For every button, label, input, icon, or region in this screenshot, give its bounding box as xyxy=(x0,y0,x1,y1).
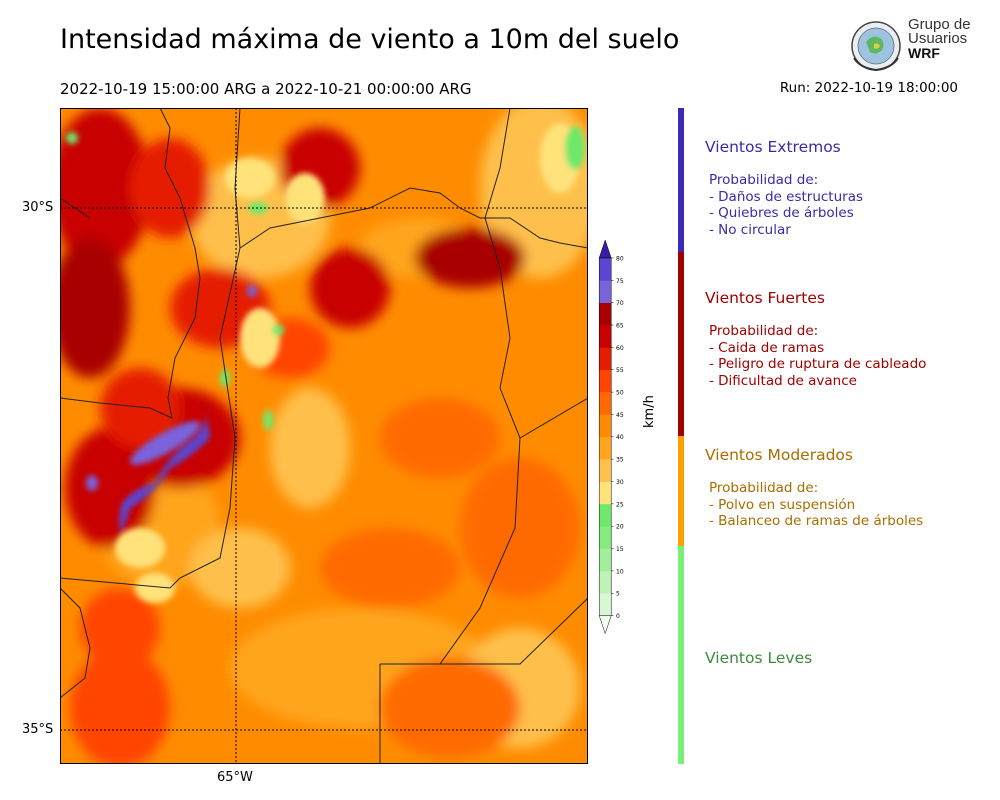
globe-icon xyxy=(851,21,901,72)
colorbar-bin xyxy=(599,258,612,281)
map-title: Intensidad máxima de viento a 10m del su… xyxy=(60,24,680,55)
colorbar-bin xyxy=(599,503,612,527)
category-title-light: Vientos Leves xyxy=(705,649,813,667)
colorbar-tick-label: 80 xyxy=(616,255,624,262)
colorbar-bin xyxy=(599,570,612,594)
run-timestamp: Run: 2022-10-19 18:00:00 xyxy=(779,80,958,96)
colorbar-tick-label: 10 xyxy=(616,568,624,575)
colorbar-bin xyxy=(599,459,612,482)
colorbar-tick-label: 0 xyxy=(616,613,620,620)
wind-field-raster xyxy=(50,98,600,768)
colorbar-tick-label: 70 xyxy=(616,300,624,307)
colorbar-bin xyxy=(599,593,612,616)
colorbar-tick-label: 40 xyxy=(616,434,624,441)
colorbar-tick-label: 45 xyxy=(616,412,624,419)
colorbar-bin xyxy=(599,436,612,460)
colorbar-bin xyxy=(599,280,612,303)
lon-label-65w: 65°W xyxy=(217,770,253,785)
colorbar-unit-label: km/h xyxy=(642,395,657,428)
legend-bar-strong xyxy=(678,252,684,436)
colorbar-tick-label: 55 xyxy=(616,367,624,374)
colorbar-bin xyxy=(599,414,612,438)
category-desc-strong: Probabilidad de: - Caida de ramas - Peli… xyxy=(709,323,927,389)
category-title-moderate: Vientos Moderados xyxy=(705,446,853,464)
colorbar-extend-top xyxy=(598,239,612,259)
legend-bar-light xyxy=(678,546,684,764)
logo-line-1: Grupo de xyxy=(908,16,971,33)
colorbar-tick-label: 25 xyxy=(616,501,624,508)
logo-line-3: WRF xyxy=(908,45,940,61)
category-title-strong: Vientos Fuertes xyxy=(705,289,825,307)
colorbar-bin xyxy=(599,481,612,505)
lat-label-30s: 30°S xyxy=(22,200,54,215)
category-desc-extreme: Probabilidad de: - Daños de estructuras … xyxy=(709,172,864,238)
lat-label-35s: 35°S xyxy=(22,722,54,737)
colorbar-bin xyxy=(599,548,612,572)
colorbar-tick-label: 5 xyxy=(616,591,620,598)
logo-line-2: Usuarios xyxy=(908,30,968,47)
colorbar-bin xyxy=(599,347,612,371)
colorbar-tick-label: 35 xyxy=(616,457,624,464)
legend-bar-moderate xyxy=(678,436,684,546)
colorbar-tick-label: 20 xyxy=(616,524,624,531)
colorbar-bin xyxy=(599,369,612,393)
colorbar-bin xyxy=(599,392,612,415)
wind-map xyxy=(50,98,600,768)
colorbar-tick-label: 65 xyxy=(616,322,624,329)
colorbar-extend-bottom xyxy=(598,615,612,635)
wrf-logo: Grupo de Usuarios WRF xyxy=(848,16,978,74)
colorbar-tick-label: 50 xyxy=(616,390,624,397)
colorbar-bin xyxy=(599,526,612,549)
colorbar-bin xyxy=(599,325,612,348)
colorbar-tick-label: 30 xyxy=(616,479,624,486)
colorbar-tick-label: 60 xyxy=(616,345,624,352)
colorbar-tick-label: 75 xyxy=(616,278,624,285)
category-desc-moderate: Probabilidad de: - Polvo en suspensión -… xyxy=(709,480,924,529)
colorbar-tick-label: 15 xyxy=(616,546,624,553)
forecast-period: 2022-10-19 15:00:00 ARG a 2022-10-21 00:… xyxy=(60,80,472,98)
colorbar-bin xyxy=(599,302,612,326)
legend-bar-extreme xyxy=(678,108,684,252)
category-title-extreme: Vientos Extremos xyxy=(705,138,841,156)
